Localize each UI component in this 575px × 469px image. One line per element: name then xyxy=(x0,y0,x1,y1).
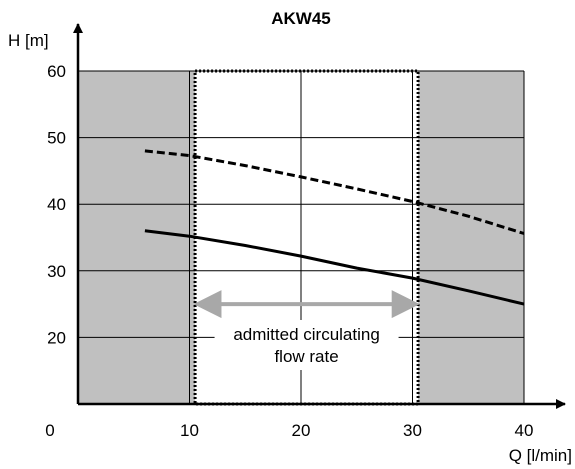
y-tick-label-60: 60 xyxy=(47,62,66,81)
shaded-region-1 xyxy=(78,71,196,404)
annotation-line-1: admitted circulating xyxy=(233,325,379,344)
x-tick-label-40: 40 xyxy=(515,421,534,440)
y-tick-label-40: 40 xyxy=(47,195,66,214)
dashed-curve-2 xyxy=(144,149,525,235)
y-axis-label: H [m] xyxy=(8,31,49,50)
y-tick-label-30: 30 xyxy=(47,262,66,281)
y-tick-label-50: 50 xyxy=(47,129,66,148)
shaded-region-2 xyxy=(418,71,524,404)
x-tick-label-10: 10 xyxy=(180,421,199,440)
annotation-background xyxy=(214,320,399,370)
x-tick-label-30: 30 xyxy=(403,421,422,440)
annotation-line-2: flow rate xyxy=(274,347,338,366)
x-tick-label-0: 0 xyxy=(45,421,54,440)
x-tick-label-20: 20 xyxy=(292,421,311,440)
x-axis-label: Q [l/min] xyxy=(509,446,572,465)
chart-title: AKW45 xyxy=(271,9,331,28)
y-tick-label-20: 20 xyxy=(47,328,66,347)
solid-curve-1 xyxy=(144,229,525,306)
